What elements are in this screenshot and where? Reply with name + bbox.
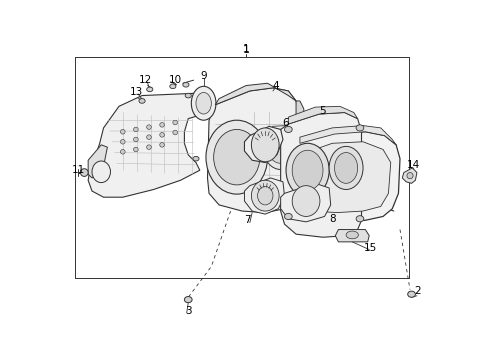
Ellipse shape <box>147 145 151 149</box>
Ellipse shape <box>147 135 151 139</box>
Ellipse shape <box>252 128 279 162</box>
Ellipse shape <box>206 120 267 194</box>
Text: 14: 14 <box>407 160 420 170</box>
Ellipse shape <box>133 147 138 152</box>
Polygon shape <box>281 112 361 237</box>
Ellipse shape <box>147 87 153 92</box>
Ellipse shape <box>81 169 88 176</box>
Ellipse shape <box>408 291 415 297</box>
Ellipse shape <box>160 143 164 147</box>
Polygon shape <box>402 168 417 183</box>
Polygon shape <box>336 230 369 242</box>
Text: 9: 9 <box>200 71 207 81</box>
Polygon shape <box>88 93 215 197</box>
Text: 7: 7 <box>244 215 251 225</box>
Polygon shape <box>288 106 358 124</box>
Ellipse shape <box>292 186 320 216</box>
Text: 11: 11 <box>72 165 85 175</box>
Ellipse shape <box>193 156 199 161</box>
Ellipse shape <box>356 125 364 131</box>
Ellipse shape <box>292 150 323 190</box>
Ellipse shape <box>335 153 358 183</box>
Polygon shape <box>244 178 285 214</box>
Text: 1: 1 <box>242 45 250 55</box>
Ellipse shape <box>268 136 293 163</box>
Ellipse shape <box>285 126 292 132</box>
Text: 13: 13 <box>130 87 144 97</box>
Text: 5: 5 <box>320 106 326 116</box>
Polygon shape <box>281 183 331 222</box>
Ellipse shape <box>139 99 145 103</box>
Ellipse shape <box>160 122 164 127</box>
Ellipse shape <box>133 137 138 142</box>
Ellipse shape <box>183 82 189 87</box>
Text: 10: 10 <box>168 75 182 85</box>
Ellipse shape <box>120 130 125 134</box>
Ellipse shape <box>133 127 138 132</box>
Ellipse shape <box>185 93 192 98</box>
Ellipse shape <box>170 84 176 89</box>
Ellipse shape <box>173 130 178 135</box>
Ellipse shape <box>264 130 298 170</box>
Ellipse shape <box>120 139 125 144</box>
Text: 12: 12 <box>139 75 153 85</box>
Polygon shape <box>88 145 108 178</box>
Polygon shape <box>300 126 396 145</box>
Ellipse shape <box>192 86 216 120</box>
Ellipse shape <box>252 180 279 211</box>
Ellipse shape <box>173 120 178 125</box>
Ellipse shape <box>407 172 413 179</box>
Ellipse shape <box>214 130 260 185</box>
Text: 15: 15 <box>364 243 377 253</box>
Ellipse shape <box>285 213 292 220</box>
Ellipse shape <box>160 132 164 137</box>
Ellipse shape <box>196 93 211 114</box>
Text: 1: 1 <box>243 44 249 54</box>
Polygon shape <box>299 142 391 213</box>
Ellipse shape <box>147 125 151 130</box>
Ellipse shape <box>356 216 364 222</box>
Polygon shape <box>296 101 306 201</box>
Polygon shape <box>215 83 296 105</box>
Ellipse shape <box>92 161 110 183</box>
Text: 4: 4 <box>272 81 278 91</box>
Text: 2: 2 <box>414 286 421 296</box>
Ellipse shape <box>184 297 192 303</box>
Text: 6: 6 <box>283 117 289 127</box>
Polygon shape <box>207 88 300 213</box>
Polygon shape <box>244 126 283 163</box>
Ellipse shape <box>346 231 359 239</box>
Text: 3: 3 <box>185 306 192 316</box>
Ellipse shape <box>120 149 125 154</box>
Ellipse shape <box>286 143 329 197</box>
Text: 8: 8 <box>329 214 336 224</box>
Polygon shape <box>292 132 400 222</box>
Ellipse shape <box>258 186 273 205</box>
Ellipse shape <box>329 147 363 189</box>
